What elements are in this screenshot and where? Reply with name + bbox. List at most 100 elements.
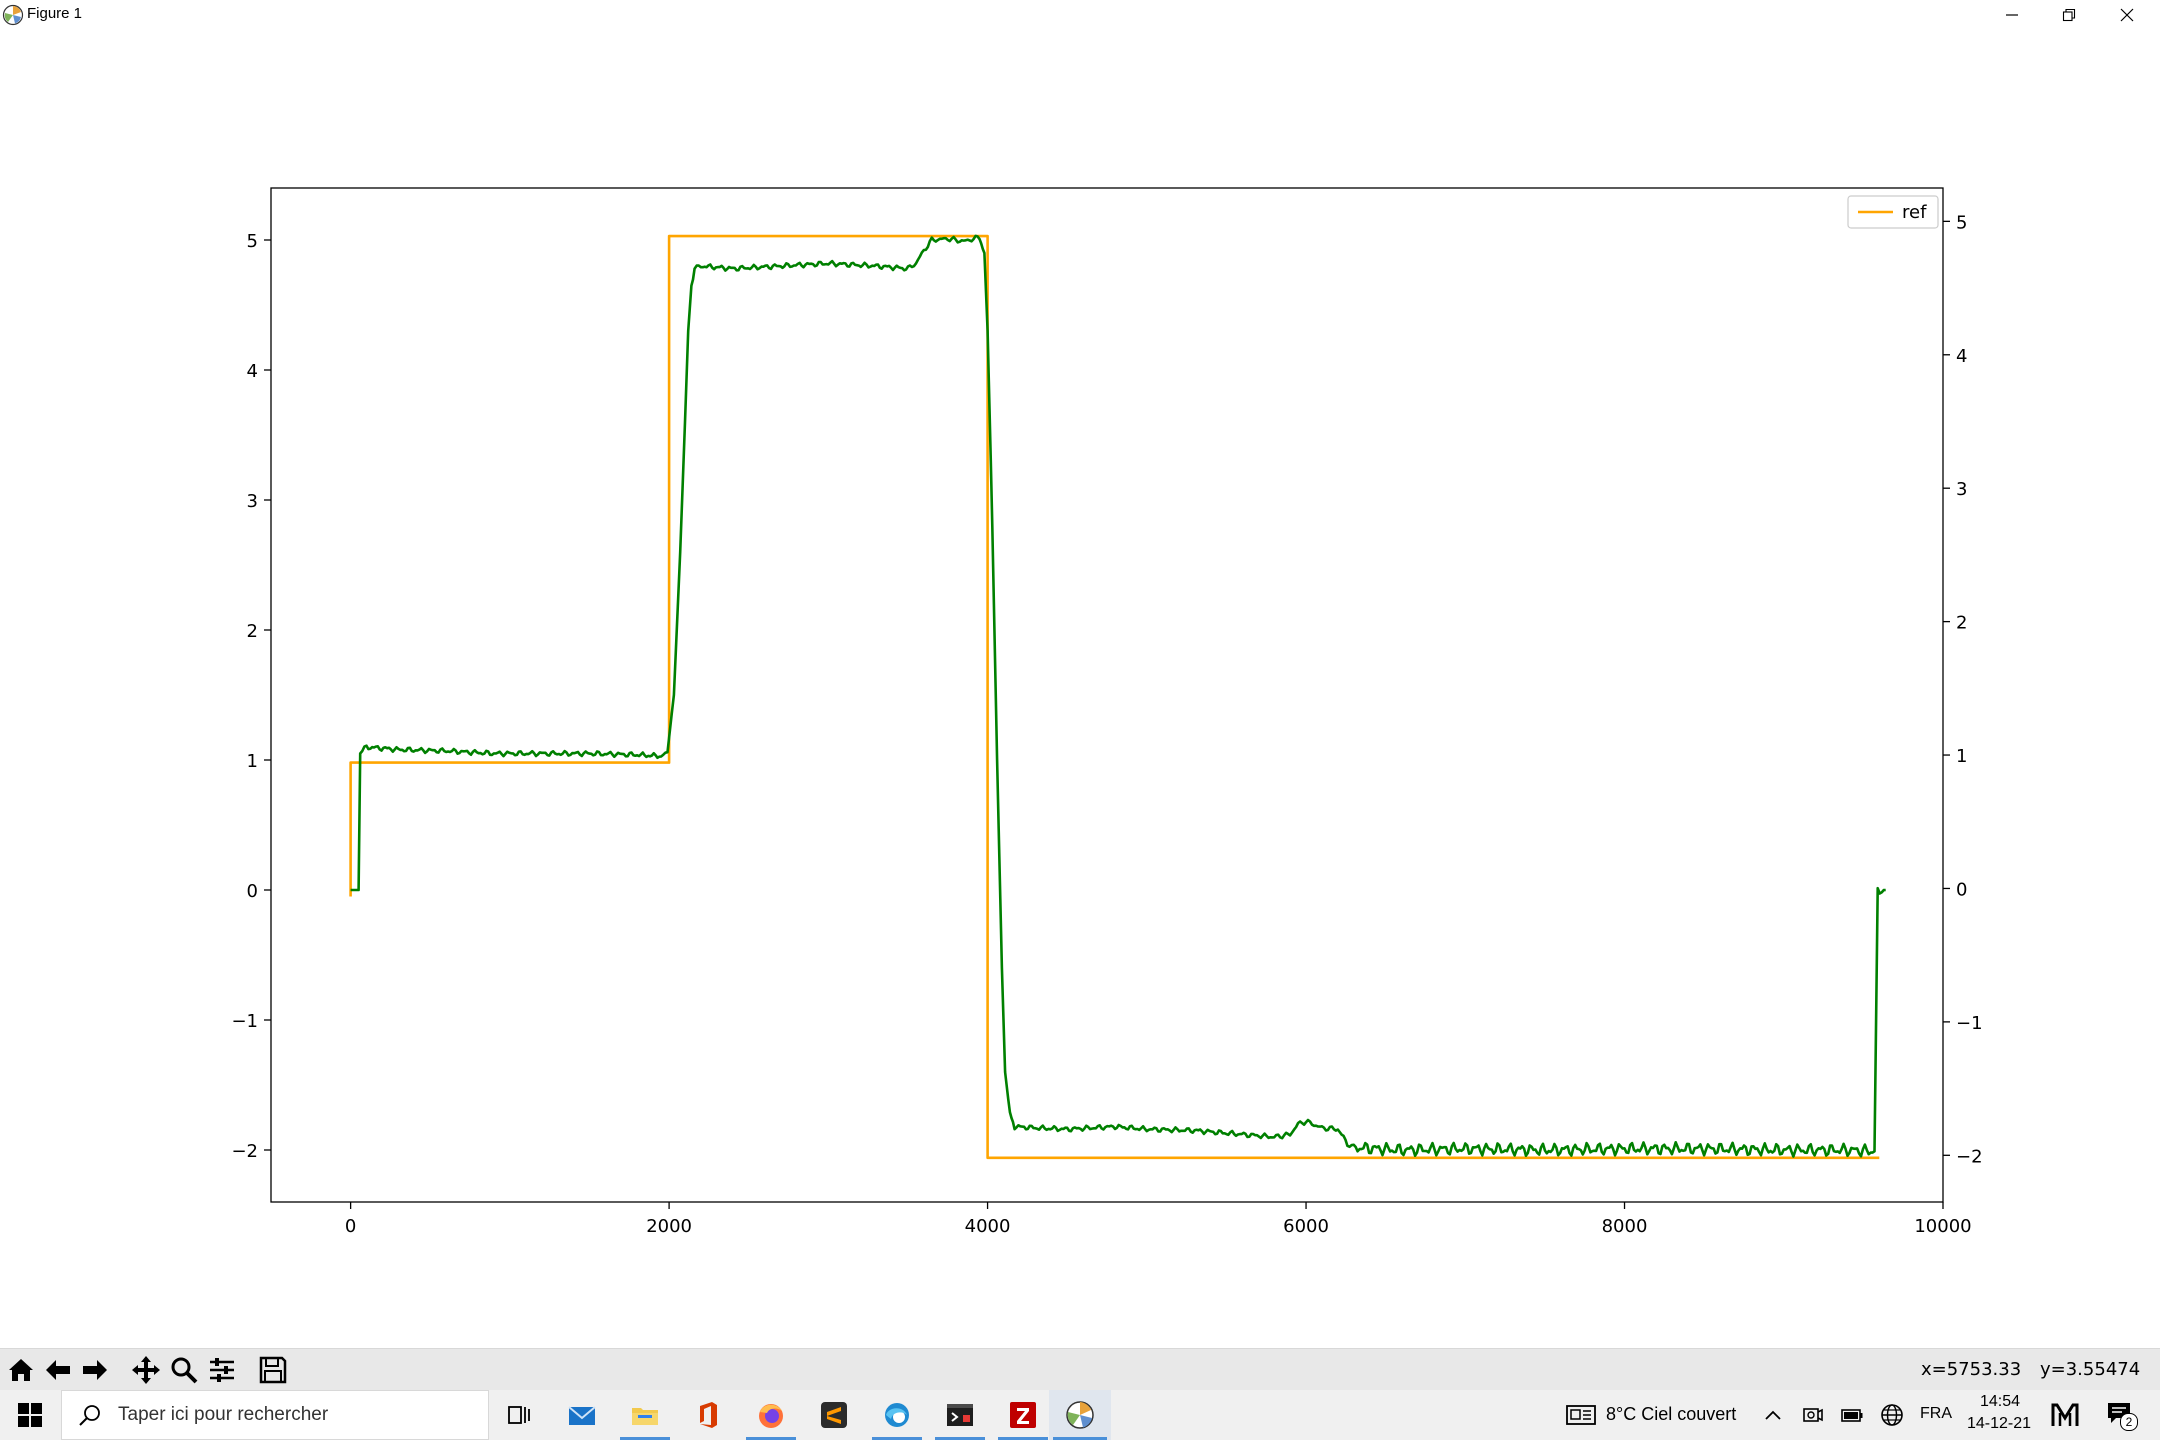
y-left-tick-label: 4 [247, 361, 258, 382]
x-tick-label: 10000 [1914, 1216, 1971, 1237]
x-tick-label: 2000 [646, 1216, 692, 1237]
legend-label-ref: ref [1902, 202, 1927, 223]
x-tick-label: 8000 [1602, 1216, 1648, 1237]
taskbar-terminal[interactable] [931, 1390, 989, 1440]
forward-icon [83, 1360, 107, 1380]
notification-count-badge: 2 [2120, 1413, 2138, 1431]
y-right-tick-label: 1 [1956, 746, 1967, 767]
running-indicator [935, 1437, 985, 1440]
y-right-tick-label: 2 [1956, 613, 1967, 634]
restore-icon [2062, 8, 2076, 22]
save-icon [259, 1356, 287, 1384]
figure-canvas[interactable]: 0 2000 4000 6000 8000 10000 −2 −1 0 1 2 3 4 5 −2 −1 0 1… [0, 30, 2160, 1348]
language-indicator[interactable]: FRA [1920, 1405, 1952, 1422]
show-hidden-icons-icon[interactable] [1760, 1402, 1786, 1428]
y-left-tick-label: 0 [247, 881, 258, 902]
y-right-tick-label: 0 [1956, 879, 1967, 900]
taskbar-search[interactable] [61, 1390, 489, 1440]
firefox-icon [759, 1404, 783, 1428]
close-button[interactable] [2098, 0, 2156, 30]
windows-logo-icon [18, 1403, 42, 1427]
configure-icon [210, 1358, 234, 1382]
taskbar-edge[interactable] [868, 1390, 926, 1440]
start-button[interactable] [0, 1390, 60, 1440]
x-tick-label: 6000 [1283, 1216, 1329, 1237]
app-m-icon[interactable] [2050, 1401, 2080, 1429]
task-view-button[interactable] [490, 1390, 548, 1440]
back-icon [46, 1360, 70, 1380]
y-right-tick-label: −1 [1956, 1013, 1983, 1034]
x-tick-label: 4000 [965, 1216, 1011, 1237]
battery-icon[interactable] [1839, 1402, 1865, 1428]
navigation-toolbar: x=5753.33 y=3.55474 [0, 1348, 2160, 1391]
zoom-icon [171, 1357, 198, 1384]
office-icon [700, 1402, 717, 1428]
y-right-tick-label: 5 [1956, 212, 1967, 233]
search-icon [79, 1405, 100, 1426]
configure-button[interactable] [204, 1353, 240, 1387]
zoom-button[interactable] [166, 1353, 202, 1387]
folder-icon [632, 1408, 658, 1425]
search-input[interactable] [116, 1403, 480, 1427]
minimize-button[interactable] [1983, 0, 2041, 30]
mail-icon [568, 1406, 596, 1425]
news-widget-icon[interactable] [1566, 1403, 1596, 1427]
matplotlib-app-icon [2, 4, 24, 26]
window-title: Figure 1 [27, 5, 83, 22]
taskbar-sublime-text[interactable] [805, 1390, 863, 1440]
notification-center-button[interactable]: 2 [2106, 1401, 2138, 1431]
y-left-tick-label: −1 [231, 1011, 258, 1032]
clock-date[interactable]: 14-12-21 [1967, 1415, 2032, 1432]
close-icon [2120, 8, 2134, 22]
y-right-tick-label: 3 [1956, 479, 1967, 500]
running-indicator [872, 1437, 922, 1440]
plot-frame [270, 187, 1944, 1203]
weather-text[interactable]: 8°C Ciel couvert [1606, 1404, 1737, 1424]
running-indicator [620, 1437, 670, 1440]
running-indicator [746, 1437, 796, 1440]
taskbar-file-explorer[interactable] [616, 1390, 674, 1440]
matplotlib-icon [1066, 1401, 1094, 1429]
running-indicator [1053, 1437, 1107, 1440]
series-ref-line [349, 234, 1880, 1160]
sublime-text-icon [821, 1402, 847, 1428]
x-tick-label: 0 [345, 1216, 356, 1237]
y-axis-right: −2 −1 0 1 2 3 4 5 [1943, 212, 1983, 1167]
home-icon [9, 1359, 33, 1381]
y-right-tick-label: −2 [1956, 1146, 1983, 1167]
y-left-tick-label: 5 [247, 231, 258, 252]
window-titlebar: Figure 1 [0, 0, 2160, 30]
save-button[interactable] [255, 1353, 291, 1387]
minimize-icon [2006, 14, 2018, 16]
y-left-tick-label: −2 [231, 1141, 258, 1162]
task-view-icon [508, 1406, 530, 1424]
restore-button[interactable] [2040, 0, 2098, 30]
cursor-x-readout: x=5753.33 [1921, 1359, 2022, 1380]
browser-icon [885, 1403, 909, 1427]
back-button[interactable] [40, 1353, 76, 1387]
pan-button[interactable] [128, 1353, 164, 1387]
taskbar-office[interactable] [679, 1390, 737, 1440]
series-response-line [350, 234, 1886, 1158]
x-axis: 0 2000 4000 6000 8000 10000 [345, 1202, 1972, 1237]
home-button[interactable] [3, 1353, 39, 1387]
taskbar-firefox[interactable] [742, 1390, 800, 1440]
forward-button[interactable] [77, 1353, 113, 1387]
windows-taskbar: 8°C Ciel couvert FRA 14:54 14-12-21 2 [0, 1390, 2160, 1440]
y-left-tick-label: 2 [247, 621, 258, 642]
y-axis-left: −2 −1 0 1 2 3 4 5 [231, 231, 271, 1162]
y-right-tick-label: 4 [1956, 346, 1967, 367]
legend: ref [1847, 195, 1939, 229]
taskbar-filezilla[interactable] [994, 1390, 1052, 1440]
clock-time[interactable]: 14:54 [1980, 1393, 2021, 1410]
taskbar-mail[interactable] [553, 1390, 611, 1440]
y-left-tick-label: 1 [247, 751, 258, 772]
cursor-y-readout: y=3.55474 [2040, 1359, 2141, 1380]
meeting-icon[interactable] [1799, 1402, 1825, 1428]
filezilla-icon [1010, 1402, 1036, 1428]
line-chart: 0 2000 4000 6000 8000 10000 −2 −1 0 1 2 3 4 5 −2 −1 0 1… [231, 187, 1983, 1237]
taskbar-matplotlib[interactable] [1049, 1390, 1111, 1440]
running-indicator [998, 1437, 1048, 1440]
terminal-icon [947, 1404, 973, 1426]
network-globe-icon[interactable] [1879, 1402, 1905, 1428]
